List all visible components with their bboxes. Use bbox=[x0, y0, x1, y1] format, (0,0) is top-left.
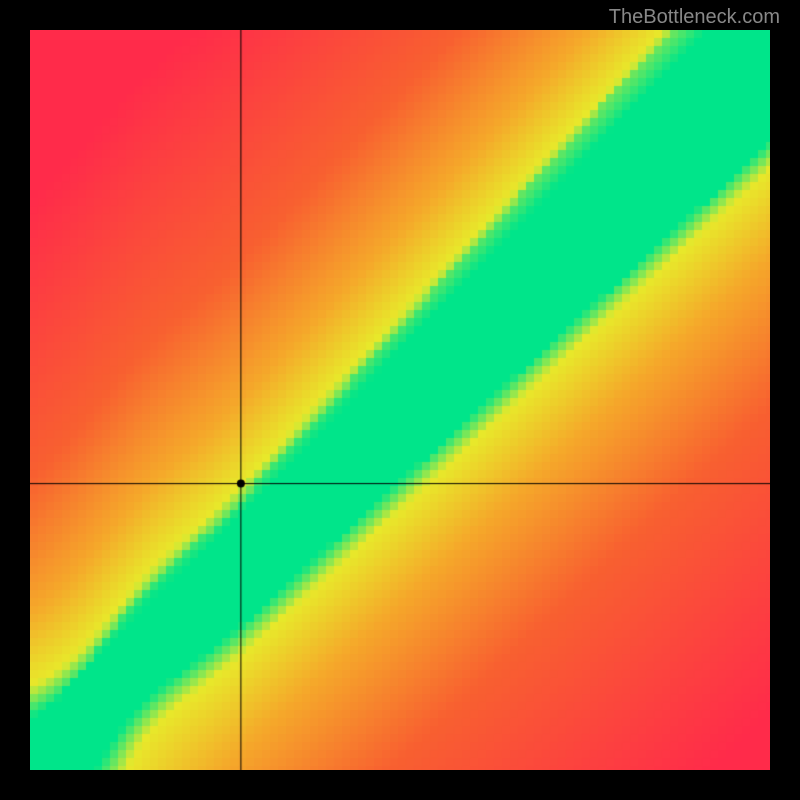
bottleneck-heatmap bbox=[30, 30, 770, 770]
chart-container: TheBottleneck.com bbox=[0, 0, 800, 800]
watermark-text: TheBottleneck.com bbox=[609, 6, 780, 29]
